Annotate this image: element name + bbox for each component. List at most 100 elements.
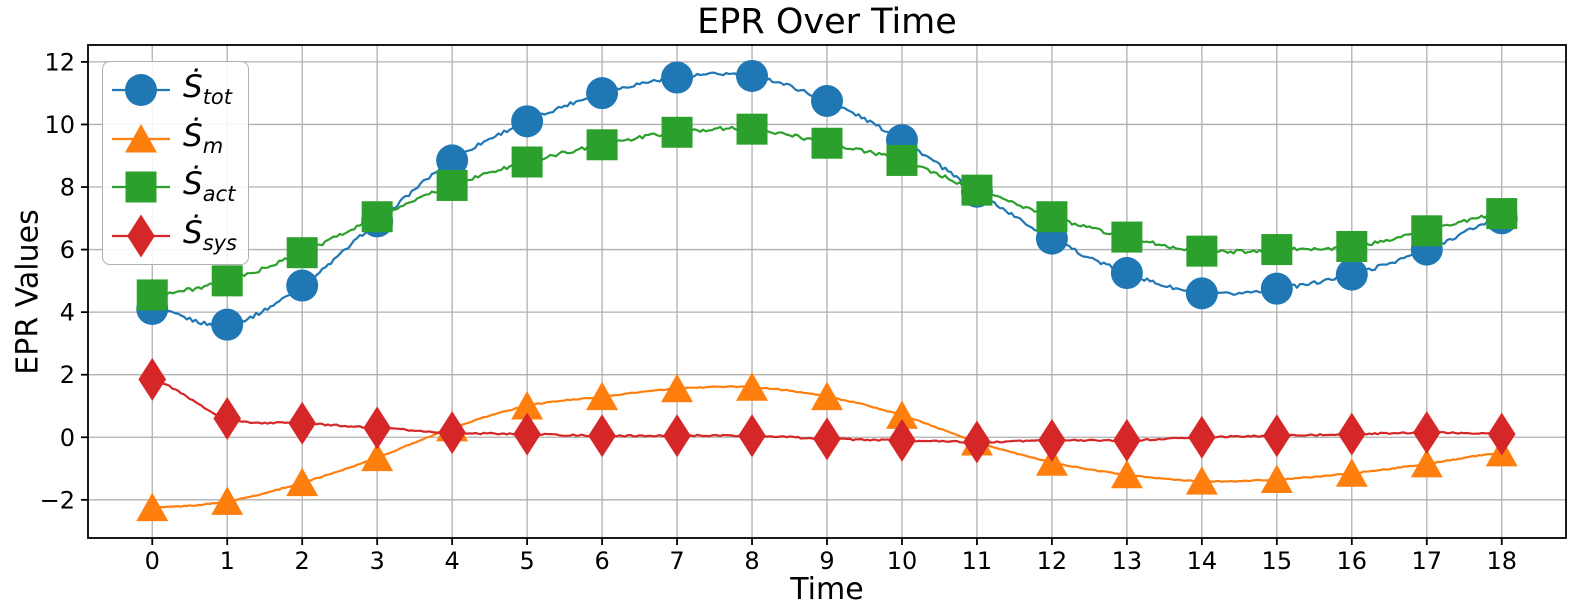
marker-S_act [1036, 201, 1068, 233]
marker-S_sys [1188, 415, 1216, 459]
marker-S_sys [438, 411, 466, 455]
marker-S_sys [1263, 414, 1291, 458]
legend-marker-triangle-icon [112, 123, 170, 153]
marker-S_m [1185, 466, 1218, 495]
x-tick-label: 0 [145, 547, 160, 575]
marker-S_m [361, 442, 394, 472]
x-tick-label: 15 [1262, 547, 1293, 575]
legend-label-S_tot: Ṡtot [183, 69, 233, 110]
marker-S_sys [663, 414, 691, 458]
legend-label-S_sys: Ṡsys [183, 214, 237, 255]
x-tick-label: 5 [519, 547, 534, 575]
x-tick-label: 18 [1486, 547, 1517, 575]
x-axis-label: Time [790, 572, 864, 607]
marker-S_act [1336, 230, 1368, 262]
y-tick-label: 0 [60, 424, 75, 452]
legend-marker-S_act [125, 171, 157, 203]
marker-S_tot [1110, 257, 1143, 290]
marker-S_tot [586, 77, 619, 110]
marker-S_sys [363, 406, 391, 450]
marker-S_act [1186, 235, 1218, 267]
series-S_act [136, 113, 1518, 311]
y-axis-label: EPR Values [10, 209, 46, 375]
marker-S_tot [1260, 272, 1293, 305]
marker-S_m [811, 381, 843, 411]
marker-S_tot [436, 144, 469, 177]
x-tick-label: 7 [669, 547, 684, 575]
marker-S_tot [1185, 277, 1218, 310]
x-tick-label: 4 [444, 547, 459, 575]
marker-S_sys [813, 417, 841, 461]
marker-S_act [361, 201, 393, 233]
x-tick-label: 8 [744, 547, 759, 575]
marker-S_sys [1338, 412, 1366, 456]
marker-S_sys [138, 357, 167, 401]
marker-S_m [885, 400, 918, 429]
x-tick-label: 2 [295, 547, 310, 575]
series-S_sys [138, 357, 1516, 464]
y-tick-label: −2 [40, 486, 75, 514]
x-tick-label: 3 [370, 547, 385, 575]
marker-S_act [1411, 215, 1443, 247]
y-tick-label: 4 [60, 299, 75, 327]
marker-S_act [736, 113, 768, 145]
marker-S_act [586, 129, 618, 161]
x-tick-label: 11 [962, 547, 993, 575]
legend-marker-square-icon [112, 171, 170, 203]
marker-S_sys [588, 414, 616, 458]
marker-S_sys [213, 397, 242, 441]
marker-S_sys [888, 418, 916, 462]
marker-S_tot [736, 59, 769, 92]
marker-S_m [586, 381, 619, 411]
marker-S_m [211, 486, 244, 515]
marker-S_act [211, 265, 243, 297]
marker-S_act [811, 127, 843, 159]
marker-S_sys [1412, 411, 1441, 455]
marker-S_sys [1038, 418, 1066, 462]
legend-item-S_act: Ṡact [109, 164, 242, 211]
chart-title: EPR Over Time [697, 2, 957, 42]
legend-marker-circle-icon [112, 74, 170, 107]
marker-S_tot [211, 308, 244, 341]
marker-S_sys [963, 420, 991, 464]
legend-label-S_act: Ṡact [183, 166, 236, 207]
marker-S_m [736, 372, 769, 401]
x-tick-label: 10 [887, 547, 918, 575]
marker-S_act [1261, 234, 1293, 266]
y-tick-label: 10 [44, 111, 75, 139]
marker-S_sys [1113, 418, 1141, 462]
marker-S_act [1486, 198, 1518, 230]
x-tick-label: 17 [1412, 547, 1443, 575]
marker-S_tot [661, 61, 694, 94]
marker-S_m [1335, 458, 1368, 487]
legend-marker-diamond-icon [112, 214, 170, 258]
marker-S_act [136, 279, 168, 311]
marker-S_m [286, 467, 319, 497]
legend-marker-S_tot [125, 74, 157, 107]
legend: Ṡtot Ṡm Ṡact Ṡsys [102, 61, 249, 265]
marker-S_act [661, 116, 693, 148]
marker-S_tot [511, 105, 544, 138]
marker-S_m [1410, 448, 1443, 478]
legend-label-S_m: Ṡm [183, 117, 224, 158]
marker-S_sys [513, 412, 541, 456]
marker-S_tot [811, 84, 843, 117]
marker-S_act [1111, 221, 1143, 253]
marker-S_act [511, 146, 543, 178]
marker-S_act [886, 144, 918, 176]
legend-marker-S_sys [127, 214, 155, 258]
legend-item-S_tot: Ṡtot [109, 67, 242, 114]
x-tick-label: 13 [1112, 547, 1143, 575]
y-tick-label: 6 [60, 236, 75, 264]
x-tick-label: 9 [819, 547, 834, 575]
legend-item-S_m: Ṡm [109, 115, 242, 162]
marker-S_sys [738, 414, 766, 458]
y-tick-label: 8 [60, 174, 75, 202]
marker-S_sys [1487, 412, 1516, 456]
x-tick-label: 6 [594, 547, 609, 575]
legend-marker-S_m [125, 123, 157, 153]
marker-S_act [436, 169, 468, 201]
marker-S_act [286, 237, 318, 269]
